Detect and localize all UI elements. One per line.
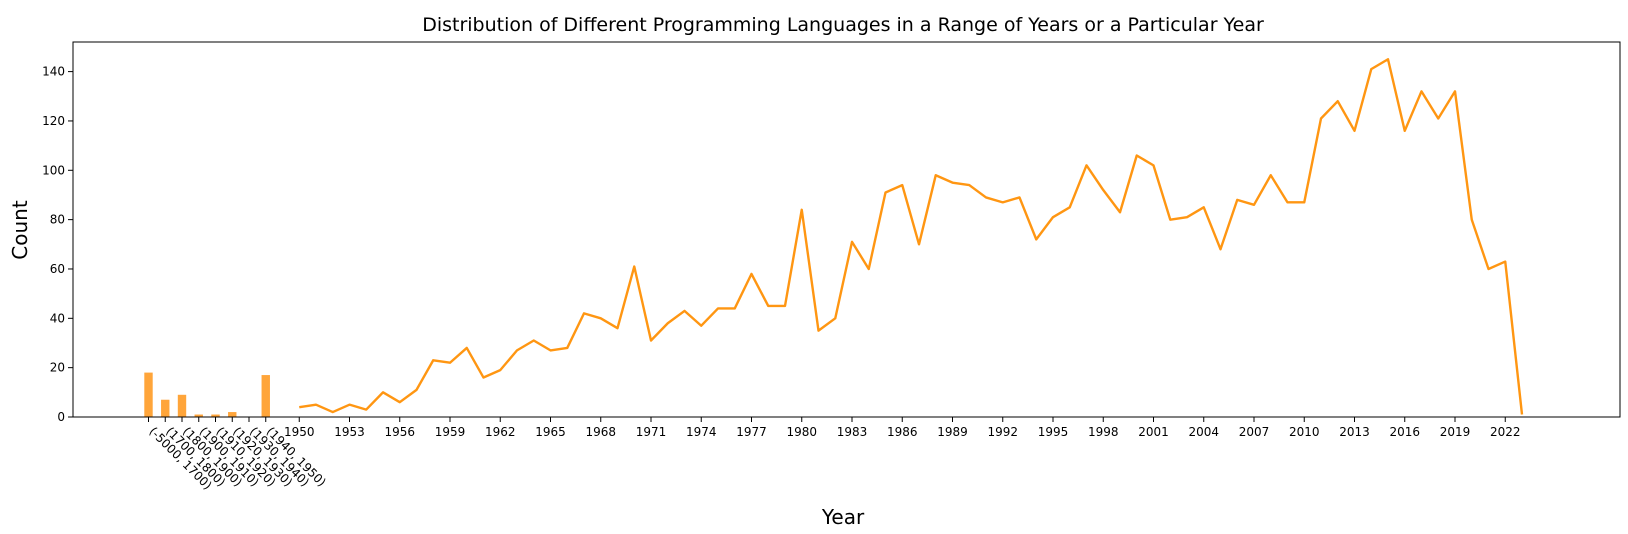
plot-frame [72, 41, 1621, 418]
x-tick-label: 2004 [1188, 425, 1219, 439]
y-tick-label: 40 [50, 311, 65, 325]
x-tick-label: 2001 [1138, 425, 1169, 439]
x-tick-label: 1998 [1088, 425, 1119, 439]
x-tick-label: 1980 [786, 425, 817, 439]
x-tick-label: 1971 [636, 425, 667, 439]
bar-4 [211, 414, 220, 417]
y-tick-label: 140 [42, 65, 65, 79]
bar-5 [228, 412, 237, 417]
x-tick-label: 2010 [1289, 425, 1320, 439]
y-tick-label: 80 [50, 213, 65, 227]
y-tick-label: 0 [57, 410, 65, 424]
x-tick-label: 1959 [435, 425, 466, 439]
x-tick-label: 1956 [384, 425, 415, 439]
x-tick-label: 1995 [1038, 425, 1069, 439]
y-tick-label: 20 [50, 361, 65, 375]
y-tick-label: 100 [42, 163, 65, 177]
line-series [299, 58, 1524, 415]
y-axis-label: Count [8, 200, 32, 260]
x-tick-label: 1950 [284, 425, 315, 439]
bar-2 [177, 394, 187, 417]
x-tick-label: 2013 [1339, 425, 1370, 439]
x-tick-label: 1989 [937, 425, 968, 439]
bar-1 [161, 399, 170, 417]
y-tick-label: 60 [50, 262, 65, 276]
bar-3 [194, 414, 203, 417]
x-tick-label: 1986 [887, 425, 918, 439]
x-axis: (-5000, 1700)(1700, 1800)(1800, 1900)(19… [146, 417, 1521, 492]
x-tick-label: 2019 [1440, 425, 1471, 439]
y-axis: 0 20 40 60 80 100 120 140 [42, 65, 73, 424]
x-tick-label: 1962 [485, 425, 516, 439]
x-tick-label: 1968 [585, 425, 616, 439]
x-axis-label: Year [821, 505, 865, 529]
x-tick-label: 1974 [686, 425, 717, 439]
x-tick-label: 1983 [837, 425, 868, 439]
x-tick-label: 1953 [334, 425, 365, 439]
x-tick-label: 2007 [1239, 425, 1270, 439]
x-tick-label: 1965 [535, 425, 566, 439]
chart-title: Distribution of Different Programming La… [422, 14, 1264, 36]
bar-0 [144, 372, 153, 417]
bar-series [144, 372, 270, 417]
y-tick-label: 120 [42, 114, 65, 128]
bar-7 [261, 375, 270, 417]
x-tick-label: 2016 [1389, 425, 1420, 439]
x-tick-label: 1977 [736, 425, 767, 439]
line-series-layer [299, 58, 1524, 415]
x-tick-label: 1992 [987, 425, 1018, 439]
x-tick-label: 2022 [1490, 425, 1521, 439]
